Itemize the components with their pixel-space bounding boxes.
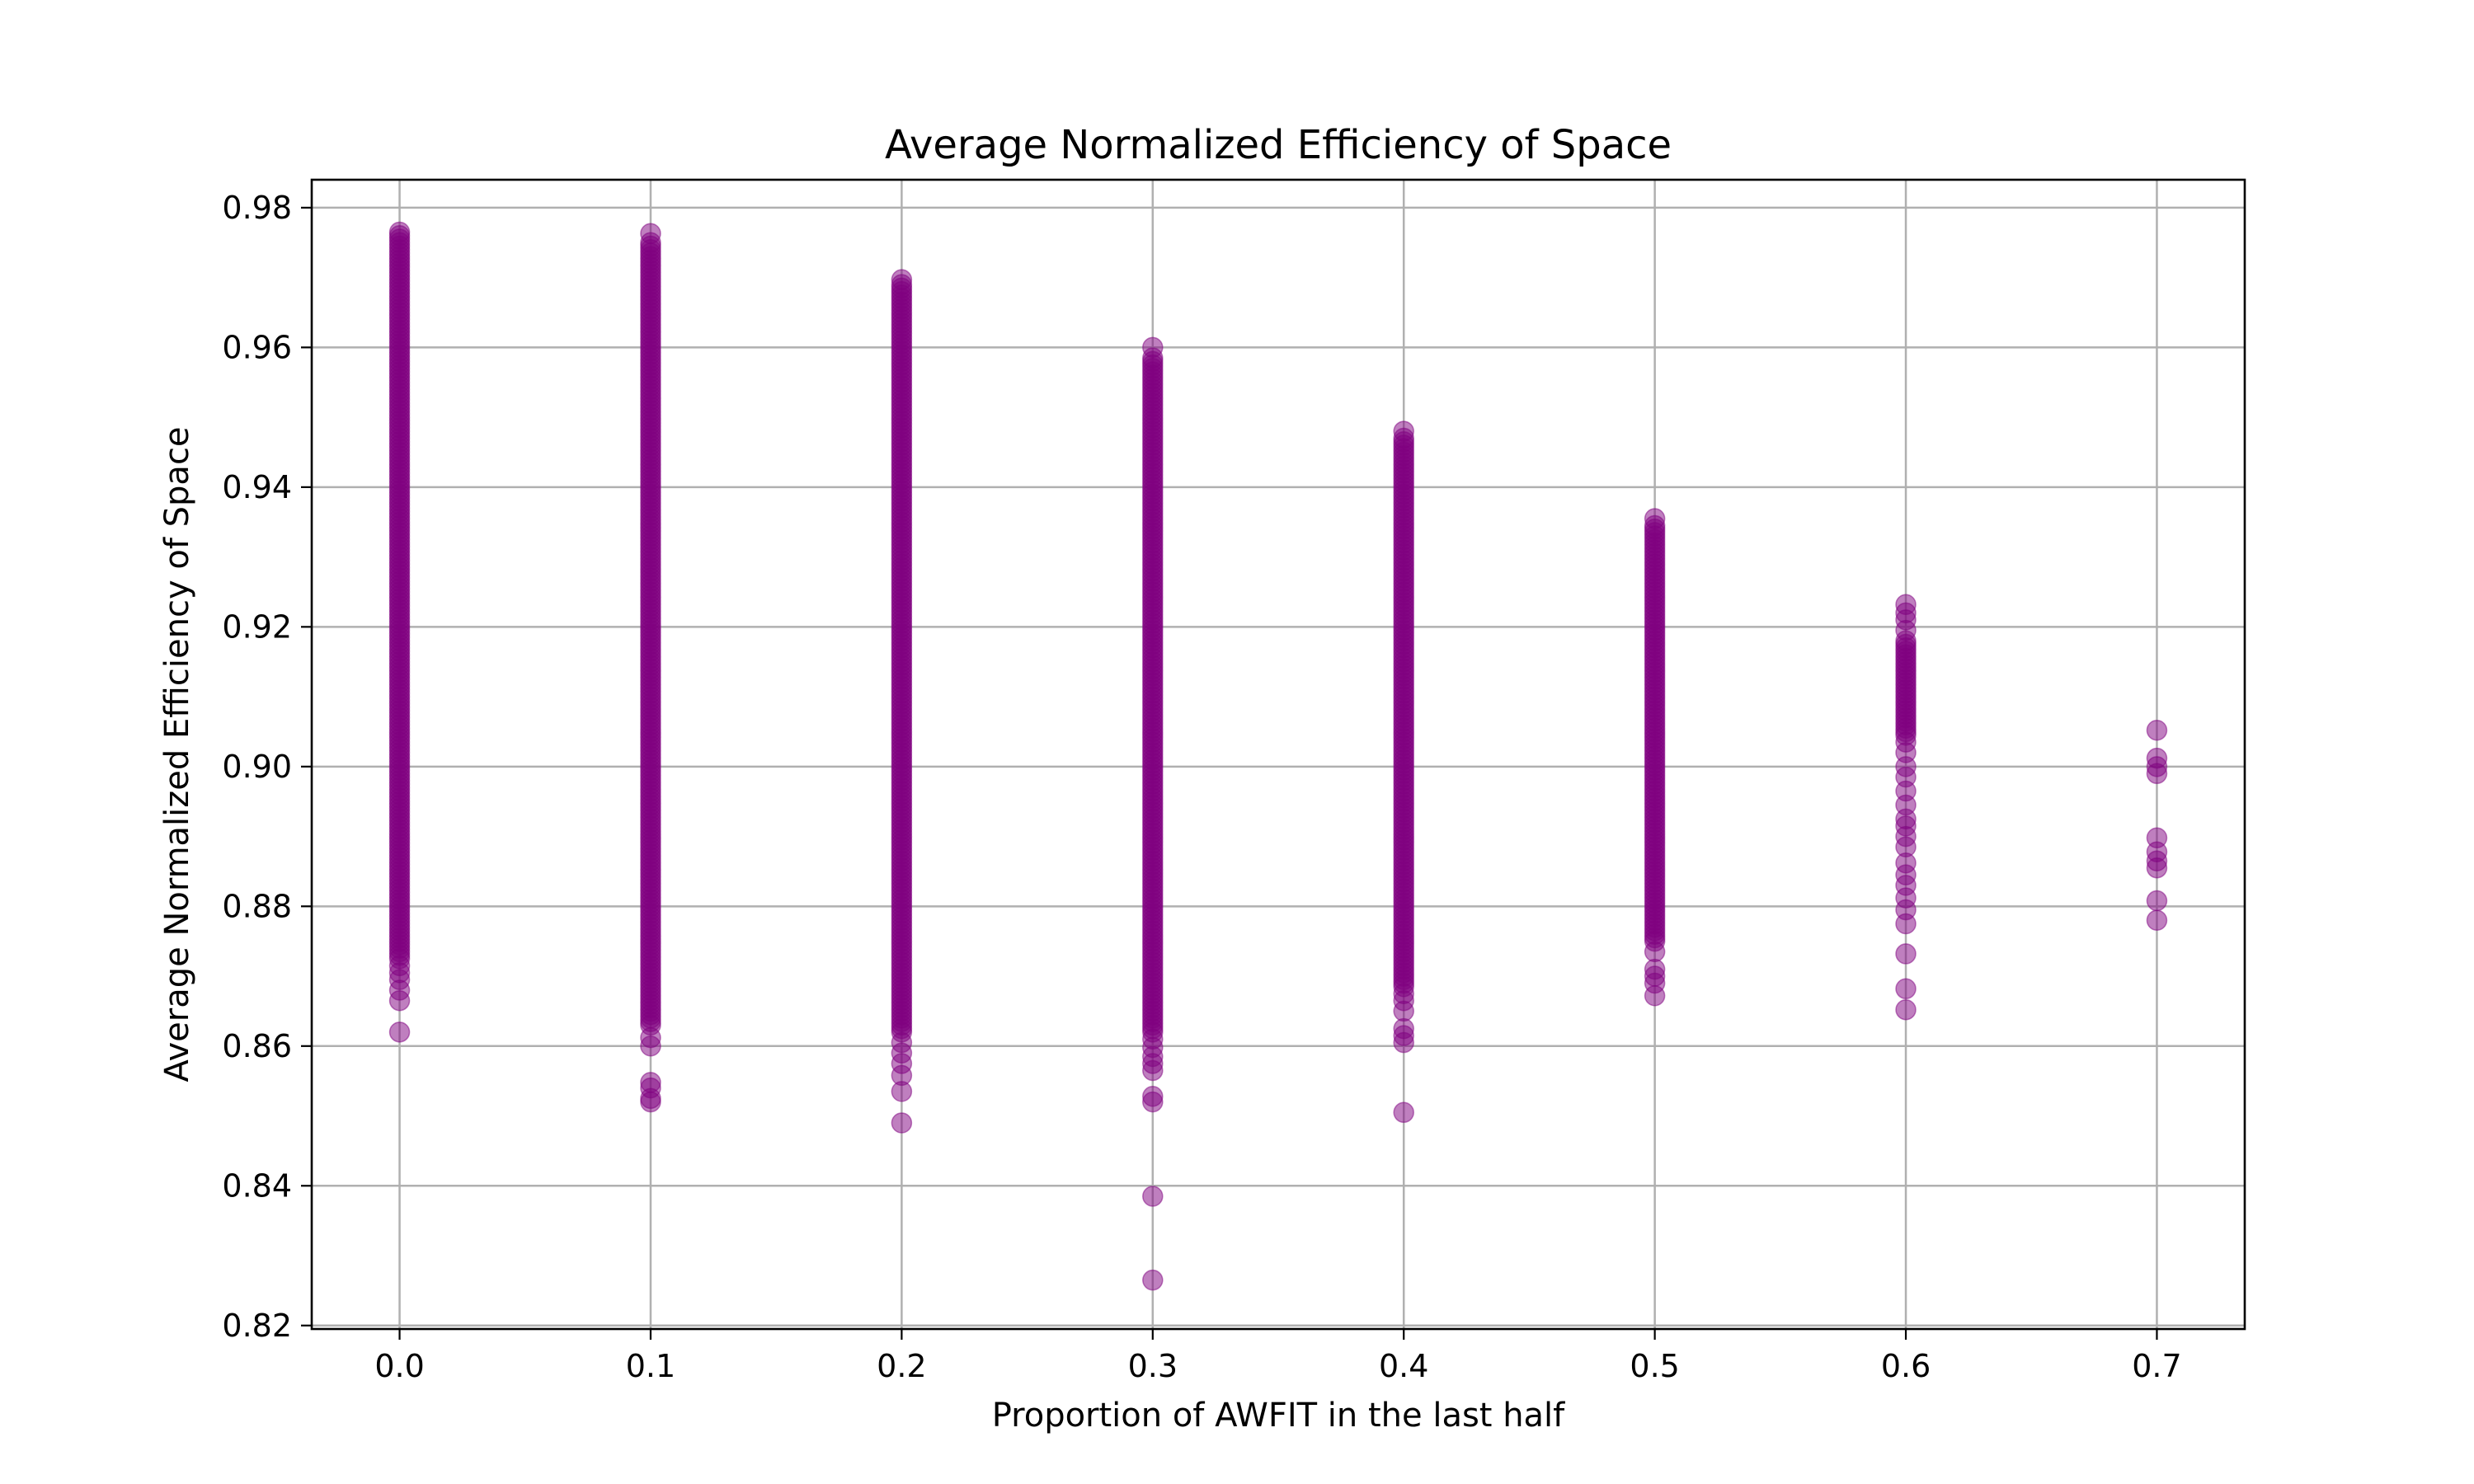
x-tick-label: 0.7 [2132,1348,2181,1384]
ticks-layer: 0.0 0.1 0.2 0.3 0.4 0.5 0.6 0.7 0.82 0.84 0.86 0.88… [222,190,2181,1384]
data-point [1393,983,1414,1004]
data-point [891,1112,913,1134]
x-tick-label: 0.0 [374,1348,424,1384]
x-tick-label: 0.6 [1881,1348,1931,1384]
data-point [1895,913,1917,935]
data-point [388,955,411,977]
data-point [1142,1086,1164,1107]
x-tick-label: 0.1 [626,1348,675,1384]
data-point [1644,941,1666,963]
data-point [891,269,913,290]
x-tick-label: 0.5 [1630,1348,1679,1384]
data-point [2146,909,2168,932]
data-point [2146,890,2168,912]
y-tick-label: 0.90 [222,749,292,785]
data-point [1142,1186,1164,1207]
y-tick-label: 0.86 [222,1028,292,1064]
y-tick-label: 0.88 [222,888,292,924]
y-tick-label: 0.84 [222,1167,292,1204]
data-point [640,1026,661,1049]
data-point [1142,1269,1164,1291]
x-axis-label: Proportion of AWFIT in the last half [992,1397,1565,1435]
data-point [388,221,411,243]
y-tick-label: 0.98 [222,190,292,226]
data-point [640,223,661,245]
data-point [1895,978,1917,1000]
y-tick-label: 0.96 [222,329,292,365]
data-point [1142,1028,1164,1050]
x-tick-label: 0.2 [877,1348,926,1384]
plot-frame [310,178,2246,1331]
data-point [2146,857,2168,879]
data-point [1142,336,1164,359]
data-point [1895,619,1917,641]
chart-title: Average Normalized Efficiency of Space [885,122,1672,168]
x-tick-label: 0.4 [1379,1348,1428,1384]
data-point [388,1021,411,1043]
y-tick-label: 0.94 [222,469,292,505]
data-point [1895,943,1917,965]
data-point [2146,763,2168,785]
data-point [1895,998,1917,1021]
y-tick-label: 0.92 [222,608,292,645]
data-point [2146,720,2168,741]
data-point [891,1031,913,1054]
data-point [640,1072,661,1093]
points-layer [388,221,2168,1291]
data-point [1644,958,1666,980]
x-tick-label: 0.3 [1128,1348,1178,1384]
y-axis-label: Average Normalized Efficiency of Space [158,426,196,1082]
data-point [1644,508,1666,529]
data-point [1393,1017,1414,1040]
data-point [1393,1101,1414,1124]
data-point [1393,420,1414,442]
y-tick-label: 0.82 [222,1308,292,1344]
